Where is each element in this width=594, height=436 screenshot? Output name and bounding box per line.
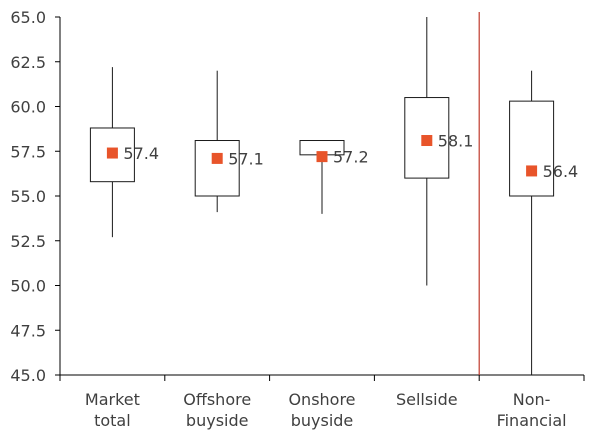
box-series: 57.4 57.1 57.2 58.1 56.4 [89, 17, 579, 375]
mean-marker [421, 135, 433, 147]
x-category-label: buyside [186, 411, 249, 430]
mean-value-label: 58.1 [438, 132, 474, 151]
mean-value-label: 56.4 [543, 162, 579, 181]
mean-marker [316, 151, 328, 163]
y-tick-label: 57.5 [10, 142, 46, 161]
mean-value-label: 57.4 [123, 144, 159, 163]
mean-value-label: 57.2 [333, 148, 369, 167]
x-category-label: Sellside [396, 390, 458, 409]
x-category-label: Offshore [183, 390, 251, 409]
mean-marker [526, 165, 538, 177]
x-category-label: Market [85, 390, 140, 409]
box-group: 56.4 [509, 70, 579, 375]
y-tick-label: 65.0 [10, 8, 46, 27]
x-category-label: Non- [513, 390, 551, 409]
mean-marker [211, 152, 223, 164]
box-group: 57.2 [299, 140, 369, 214]
y-tick-label: 50.0 [10, 277, 46, 296]
y-tick-label: 55.0 [10, 187, 46, 206]
iqr-box [194, 140, 240, 197]
box-group: 58.1 [404, 17, 474, 286]
mean-marker [106, 147, 118, 159]
x-category-label: Financial [497, 411, 567, 430]
x-category-label: buyside [291, 411, 354, 430]
x-category-label: Onshore [288, 390, 355, 409]
box-group: 57.1 [194, 70, 264, 213]
box-group: 57.4 [89, 67, 159, 238]
y-axis: 45.0 47.5 50.0 52.5 55.0 57.5 60.0 62.5 65.0 [10, 8, 61, 385]
y-tick-label: 62.5 [10, 53, 46, 72]
y-tick-label: 45.0 [10, 366, 46, 385]
y-tick-label: 52.5 [10, 232, 46, 251]
y-tick-label: 60.0 [10, 98, 46, 117]
iqr-box [509, 100, 555, 197]
x-category-label: total [94, 411, 131, 430]
x-axis: Market total Offshore buyside Onshore buyside… [59, 374, 585, 430]
mean-value-label: 57.1 [228, 149, 264, 168]
y-tick-label: 47.5 [10, 321, 46, 340]
